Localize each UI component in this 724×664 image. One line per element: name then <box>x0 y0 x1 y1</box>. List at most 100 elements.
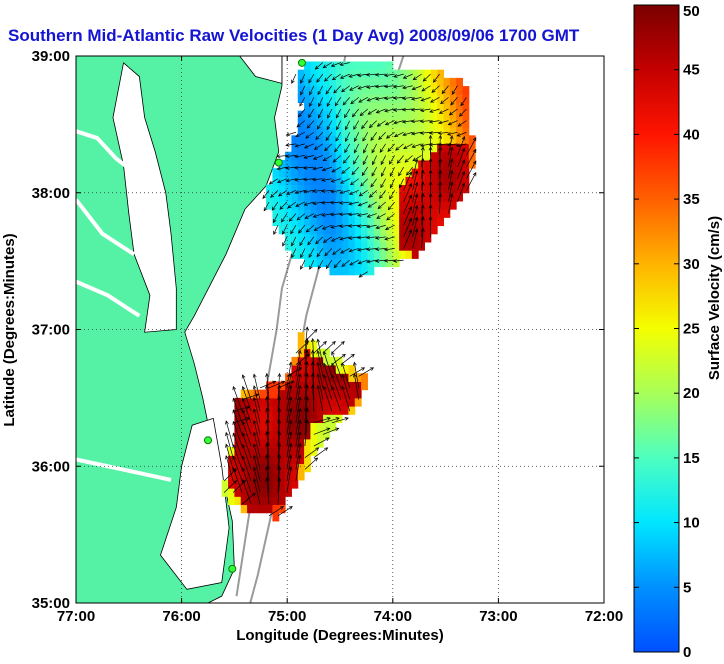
speed-cell <box>405 127 412 136</box>
radar-site-marker <box>229 565 236 572</box>
speed-cell <box>367 267 374 276</box>
speed-cell <box>342 226 349 235</box>
speed-cell <box>291 464 298 473</box>
speed-cell <box>361 258 368 267</box>
speed-cell <box>329 70 336 79</box>
speed-cell <box>399 242 406 251</box>
speed-cell <box>386 250 393 259</box>
speed-cell <box>443 176 450 185</box>
speed-cell <box>228 488 235 497</box>
speed-cell <box>272 513 279 522</box>
speed-cell <box>329 398 336 407</box>
speed-cell <box>367 61 374 70</box>
speed-cell <box>260 455 267 464</box>
radar-site-marker <box>298 59 305 66</box>
speed-cell <box>431 135 438 144</box>
speed-cell <box>310 127 317 136</box>
speed-cell <box>279 488 286 497</box>
speed-cell <box>317 217 324 226</box>
speed-cell <box>260 472 267 481</box>
speed-cell <box>298 176 305 185</box>
speed-cell <box>418 119 425 128</box>
speed-cell <box>399 70 406 79</box>
speed-cell <box>266 185 273 194</box>
speed-cell <box>298 94 305 103</box>
speed-cell <box>285 242 292 251</box>
speed-cell <box>431 209 438 218</box>
speed-cell <box>317 422 324 431</box>
speed-cell <box>336 94 343 103</box>
speed-cell <box>336 267 343 276</box>
speed-cell <box>361 381 368 390</box>
speed-cell <box>348 390 355 399</box>
speed-cell <box>367 127 374 136</box>
speed-cell <box>361 176 368 185</box>
speed-cell <box>462 86 469 95</box>
y-tick-label: 36:00 <box>32 458 70 475</box>
speed-cell <box>291 357 298 366</box>
speed-cell <box>399 135 406 144</box>
speed-cell <box>355 135 362 144</box>
speed-cell <box>329 168 336 177</box>
y-axis-label: Latitude (Degrees:Minutes) <box>1 233 18 426</box>
speed-cell <box>279 447 286 456</box>
speed-cell <box>298 332 305 341</box>
speed-cell <box>234 496 241 505</box>
speed-cell <box>462 152 469 161</box>
speed-cell <box>317 144 324 153</box>
speed-cell <box>291 480 298 489</box>
speed-cell <box>317 111 324 120</box>
speed-cell <box>272 209 279 218</box>
speed-cell <box>323 160 330 169</box>
speed-cell <box>355 127 362 136</box>
speed-cell <box>380 111 387 120</box>
speed-cell <box>393 111 400 120</box>
speed-cell <box>234 488 241 497</box>
speed-cell <box>291 217 298 226</box>
speed-cell <box>304 127 311 136</box>
speed-cell <box>367 217 374 226</box>
speed-cell <box>260 496 267 505</box>
y-tick-label: 38:00 <box>32 185 70 202</box>
chart-title: Southern Mid-Atlantic Raw Velocities (1 … <box>8 26 580 45</box>
speed-cell <box>374 176 381 185</box>
speed-cell <box>393 242 400 251</box>
speed-cell <box>380 201 387 210</box>
speed-cell <box>393 209 400 218</box>
speed-cell <box>304 94 311 103</box>
speed-cell <box>304 250 311 259</box>
speed-cell <box>450 78 457 87</box>
speed-cell <box>260 390 267 399</box>
speed-cell <box>437 209 444 218</box>
speed-cell <box>393 226 400 235</box>
speed-cell <box>437 78 444 87</box>
speed-cell <box>355 168 362 177</box>
speed-cell <box>380 78 387 87</box>
speed-cell <box>380 217 387 226</box>
speed-cell <box>456 86 463 95</box>
speed-cell <box>304 102 311 111</box>
speed-cell <box>450 127 457 136</box>
speed-cell <box>367 152 374 161</box>
speed-cell <box>285 488 292 497</box>
speed-cell <box>418 94 425 103</box>
speed-cell <box>329 135 336 144</box>
speed-cell <box>380 193 387 202</box>
speed-cell <box>310 250 317 259</box>
speed-cell <box>336 176 343 185</box>
x-tick-label: 73:00 <box>479 608 517 625</box>
speed-cell <box>310 78 317 87</box>
speed-cell <box>247 439 254 448</box>
colorbar-tick-label: 40 <box>683 126 700 143</box>
speed-cell <box>361 185 368 194</box>
colorbar-tick-label: 5 <box>683 579 691 596</box>
speed-cell <box>374 250 381 259</box>
speed-cell <box>310 226 317 235</box>
speed-cell <box>266 488 273 497</box>
speed-cell <box>279 480 286 489</box>
speed-cell <box>279 496 286 505</box>
speed-cell <box>279 398 286 407</box>
speed-cell <box>437 70 444 79</box>
speed-cell <box>310 102 317 111</box>
